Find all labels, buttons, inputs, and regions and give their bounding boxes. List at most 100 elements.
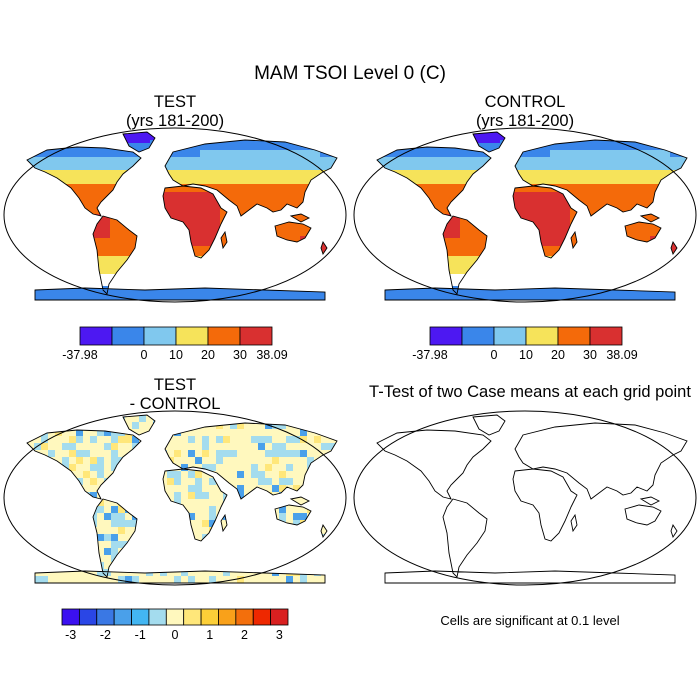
diff-cell bbox=[111, 520, 118, 527]
diff-cell bbox=[55, 583, 62, 590]
diff-cell bbox=[139, 499, 146, 506]
band-hot-samerica bbox=[80, 214, 110, 238]
diff-cell bbox=[69, 443, 76, 450]
diff-cell bbox=[62, 541, 69, 548]
diff-cell bbox=[132, 520, 139, 527]
diff-cell bbox=[76, 506, 83, 513]
diff-cell bbox=[286, 436, 293, 443]
diff-cell bbox=[300, 450, 307, 457]
diff-cell bbox=[335, 464, 337, 471]
diff-cell bbox=[293, 513, 300, 520]
diff-cell bbox=[174, 478, 181, 485]
diff-cell bbox=[118, 429, 125, 436]
diff-cell bbox=[153, 443, 160, 450]
diff-cell bbox=[314, 548, 321, 555]
diff-cell bbox=[195, 457, 202, 464]
diff-cell bbox=[69, 555, 76, 562]
diff-cell bbox=[20, 520, 27, 527]
diff-cell bbox=[188, 576, 195, 583]
diff-cell bbox=[335, 569, 337, 576]
diff-cell bbox=[188, 471, 195, 478]
map-border bbox=[3, 127, 347, 303]
diff-cell bbox=[209, 555, 216, 562]
diff-cell bbox=[195, 485, 202, 492]
diff-cell bbox=[258, 478, 265, 485]
diff-cell bbox=[216, 562, 223, 569]
diff-cell bbox=[223, 450, 230, 457]
cb-control-swatch-0 bbox=[429, 326, 463, 346]
diff-cell bbox=[41, 583, 48, 590]
diff-cell bbox=[209, 506, 216, 513]
cb-test-swatch-1 bbox=[111, 326, 145, 346]
diff-cell bbox=[209, 548, 216, 555]
diff-cell bbox=[237, 541, 244, 548]
diff-cell bbox=[104, 443, 111, 450]
diff-cell bbox=[111, 541, 118, 548]
diff-cell bbox=[181, 555, 188, 562]
diff-cell bbox=[27, 527, 34, 534]
diff-cell bbox=[293, 520, 300, 527]
diff-cell bbox=[300, 429, 307, 436]
diff-cell bbox=[97, 471, 104, 478]
diff-cell bbox=[272, 450, 279, 457]
diff-cell bbox=[307, 562, 314, 569]
diff-cell bbox=[69, 450, 76, 457]
diff-cell bbox=[188, 562, 195, 569]
test-map bbox=[3, 127, 347, 303]
cb-test-swatch-5 bbox=[239, 326, 273, 346]
diff-cell bbox=[132, 534, 139, 541]
diff-cell bbox=[76, 492, 83, 499]
cb-diff-swatch-9 bbox=[218, 608, 237, 626]
diff-cell bbox=[244, 548, 251, 555]
diff-cell bbox=[307, 464, 314, 471]
diff-cell bbox=[104, 485, 111, 492]
diff-cell bbox=[111, 492, 118, 499]
map-border bbox=[353, 127, 697, 303]
diff-cell bbox=[20, 506, 27, 513]
diff-cell bbox=[97, 562, 104, 569]
diff-cell bbox=[111, 436, 118, 443]
diff-cell bbox=[153, 485, 160, 492]
diff-cell bbox=[223, 555, 230, 562]
diff-cell bbox=[62, 583, 69, 590]
diff-cell bbox=[153, 415, 160, 422]
diff-cell bbox=[335, 583, 342, 590]
diff-cell bbox=[153, 527, 160, 534]
diff-cell bbox=[216, 534, 223, 541]
diff-cell bbox=[111, 513, 118, 520]
diff-cell bbox=[230, 422, 237, 429]
diff-cell bbox=[104, 513, 111, 520]
cb-diff-swatch-1 bbox=[78, 608, 98, 626]
diff-cell bbox=[223, 436, 230, 443]
diff-cell bbox=[90, 478, 97, 485]
diff-cell bbox=[132, 464, 139, 471]
figure-title: MAM TSOI Level 0 (C) bbox=[254, 63, 446, 84]
diff-cell bbox=[195, 415, 202, 422]
diff-cell bbox=[34, 576, 41, 583]
diff-cell bbox=[279, 583, 286, 590]
diff-cell bbox=[335, 422, 337, 429]
diff-cell bbox=[237, 422, 244, 429]
difference-title-line1: TEST bbox=[153, 376, 197, 394]
diff-cell bbox=[34, 415, 41, 422]
diff-cell bbox=[118, 478, 125, 485]
diff-cell bbox=[62, 457, 69, 464]
diff-cell bbox=[237, 583, 244, 590]
diff-cell bbox=[111, 443, 118, 450]
diff-cell bbox=[279, 506, 286, 513]
diff-cell bbox=[97, 506, 104, 513]
diff-cell bbox=[55, 429, 62, 436]
diff-cell bbox=[118, 422, 125, 429]
cb-diff-label: 2 bbox=[241, 628, 248, 642]
diff-cell bbox=[181, 464, 188, 471]
cb-control-label: 0 bbox=[491, 348, 498, 362]
diff-cell bbox=[286, 541, 293, 548]
diff-cell bbox=[251, 534, 258, 541]
diff-cell bbox=[307, 534, 314, 541]
diff-cell bbox=[104, 583, 111, 590]
diff-cell bbox=[307, 583, 314, 590]
cb-control-swatch-3 bbox=[525, 326, 559, 346]
diff-cell bbox=[342, 548, 349, 555]
diff-cell bbox=[279, 513, 286, 520]
diff-cell bbox=[111, 485, 118, 492]
